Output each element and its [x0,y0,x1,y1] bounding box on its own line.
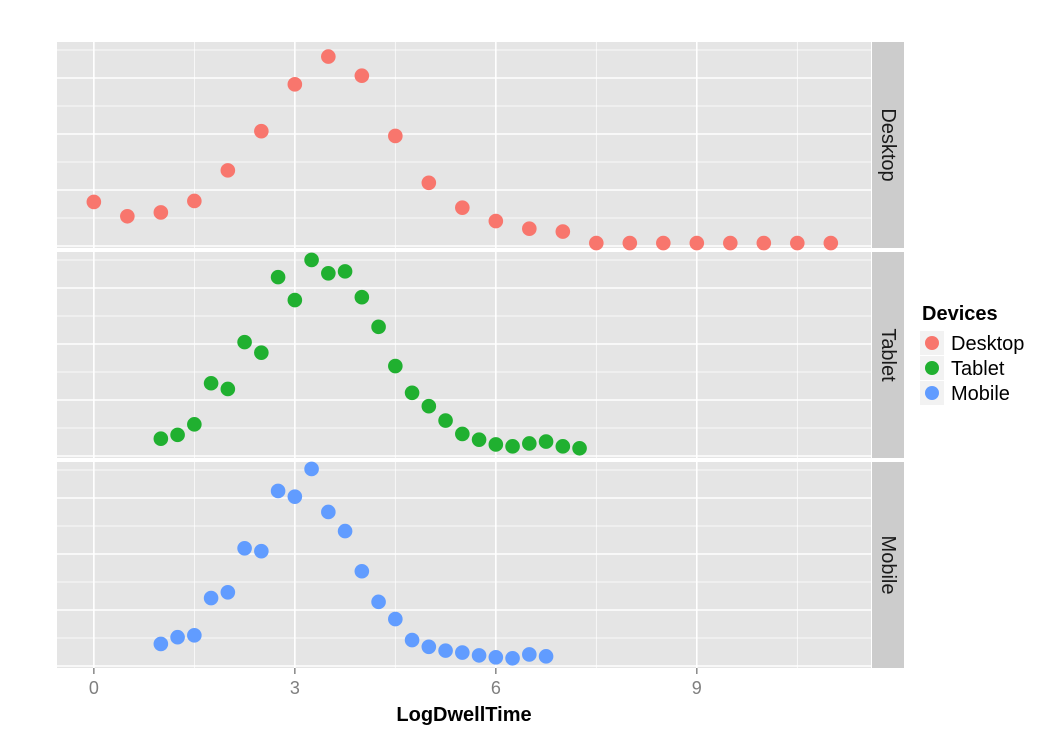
point-mobile-19 [471,648,487,663]
point-desktop-2 [153,205,169,220]
point-tablet-21 [505,439,520,454]
point-desktop-11 [455,200,470,215]
point-desktop-18 [689,235,705,251]
point-desktop-14 [555,224,571,239]
strip-label-desktop: Desktop [877,108,899,181]
points-group [86,49,839,666]
point-desktop-13 [522,221,537,237]
point-mobile-13 [371,594,386,610]
legend-items: Desktop Tablet Mobile [920,331,1024,405]
legend-label-tablet: Tablet [951,358,1005,380]
legend-key-tablet [925,361,939,375]
point-tablet-22 [522,436,537,451]
point-desktop-16 [622,235,638,251]
point-mobile-15 [404,632,420,648]
point-mobile-8 [287,489,303,504]
point-mobile-3 [203,590,219,606]
strip-mobile [872,462,904,668]
point-tablet-9 [304,252,319,268]
point-desktop-21 [790,235,805,251]
point-mobile-0 [153,636,169,652]
point-mobile-5 [237,541,252,556]
point-tablet-12 [354,289,370,305]
x-tick-label-9: 9 [692,678,702,698]
legend-title: Devices [922,303,998,325]
point-desktop-5 [254,123,269,139]
x-axis-title: LogDwellTime [396,704,531,726]
strip-tablet [872,252,904,458]
point-tablet-0 [153,431,169,447]
point-mobile-7 [270,483,286,499]
point-tablet-1 [170,427,185,443]
point-desktop-17 [656,235,671,251]
point-tablet-25 [572,440,587,456]
x-tick-label-6: 6 [491,678,501,698]
point-mobile-22 [522,647,537,662]
legend: Devices Desktop Tablet Mobile [920,303,1024,405]
point-desktop-19 [723,235,738,251]
point-tablet-17 [438,413,453,428]
point-tablet-7 [270,269,286,285]
point-mobile-17 [438,643,453,658]
point-mobile-4 [220,584,236,600]
point-tablet-13 [371,319,386,335]
strip-desktop [872,42,904,248]
point-tablet-24 [555,439,571,454]
point-mobile-1 [170,629,185,645]
point-desktop-22 [823,235,839,251]
legend-key-desktop [925,336,939,350]
legend-label-desktop: Desktop [951,333,1024,355]
point-tablet-23 [538,434,554,449]
point-tablet-16 [421,398,437,414]
point-desktop-10 [421,175,437,191]
point-desktop-9 [388,128,403,144]
point-tablet-18 [455,426,470,442]
point-mobile-6 [254,543,269,559]
x-tick-label-3: 3 [290,678,300,698]
panels-group [57,42,871,668]
legend-key-mobile [925,386,939,400]
point-desktop-7 [321,49,336,64]
point-tablet-2 [187,417,202,432]
point-tablet-15 [404,385,420,401]
point-mobile-23 [538,649,554,664]
legend-label-mobile: Mobile [951,383,1010,405]
point-mobile-20 [488,650,504,665]
point-mobile-14 [388,611,403,627]
point-tablet-6 [254,345,269,360]
point-tablet-3 [203,375,219,391]
point-desktop-3 [187,193,202,209]
point-tablet-20 [488,437,504,452]
point-tablet-14 [388,358,403,374]
panel-desktop [57,42,871,248]
strip-label-mobile: Mobile [877,536,899,595]
point-mobile-11 [337,523,353,539]
point-desktop-1 [120,208,135,224]
point-tablet-4 [220,381,236,397]
point-tablet-19 [471,432,487,447]
point-mobile-21 [505,650,520,666]
point-tablet-8 [287,292,303,308]
point-mobile-18 [455,645,470,660]
point-mobile-12 [354,563,370,579]
point-mobile-16 [421,639,437,655]
point-desktop-12 [488,213,504,229]
point-tablet-5 [237,334,252,350]
point-desktop-4 [220,163,236,178]
point-desktop-8 [354,68,370,84]
point-desktop-15 [589,235,604,251]
facet-strips-group: Desktop Tablet Mobile [872,42,904,668]
point-mobile-2 [187,628,202,643]
x-tick-label-0: 0 [89,678,99,698]
point-mobile-9 [304,461,319,477]
point-desktop-6 [287,77,303,92]
x-axis: 0 3 6 9 [89,668,702,698]
point-desktop-0 [86,194,102,210]
point-mobile-10 [321,504,336,520]
strip-label-tablet: Tablet [877,328,899,382]
point-tablet-11 [337,264,353,279]
point-desktop-20 [756,235,772,251]
point-tablet-10 [321,265,336,281]
